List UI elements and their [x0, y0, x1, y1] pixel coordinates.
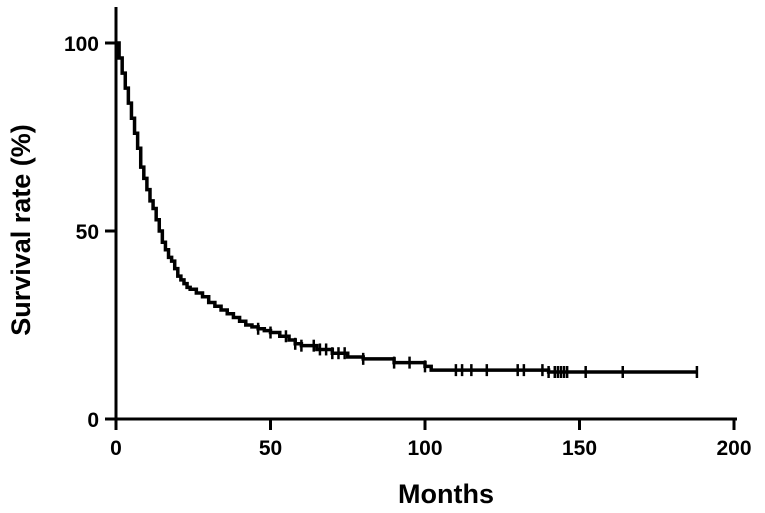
y-tick-label: 100: [64, 33, 99, 56]
x-tick-label: 50: [259, 437, 282, 460]
survival-curve: [116, 41, 697, 374]
ticks-layer: 0 50 100 150 200 0 50 100: [64, 33, 752, 460]
x-axis-title: Months: [398, 479, 494, 509]
censor-layer: [256, 322, 699, 378]
y-tick-label: 0: [87, 409, 99, 432]
curve-layer: [116, 41, 697, 374]
x-tick-label: 0: [110, 437, 122, 460]
x-tick-label: 150: [562, 437, 597, 460]
y-tick-label: 50: [76, 221, 99, 244]
axes-layer: [114, 7, 737, 421]
y-axis-title: Survival rate (%): [6, 124, 36, 336]
x-tick-label: 100: [407, 437, 442, 460]
x-tick-label: 200: [716, 437, 751, 460]
